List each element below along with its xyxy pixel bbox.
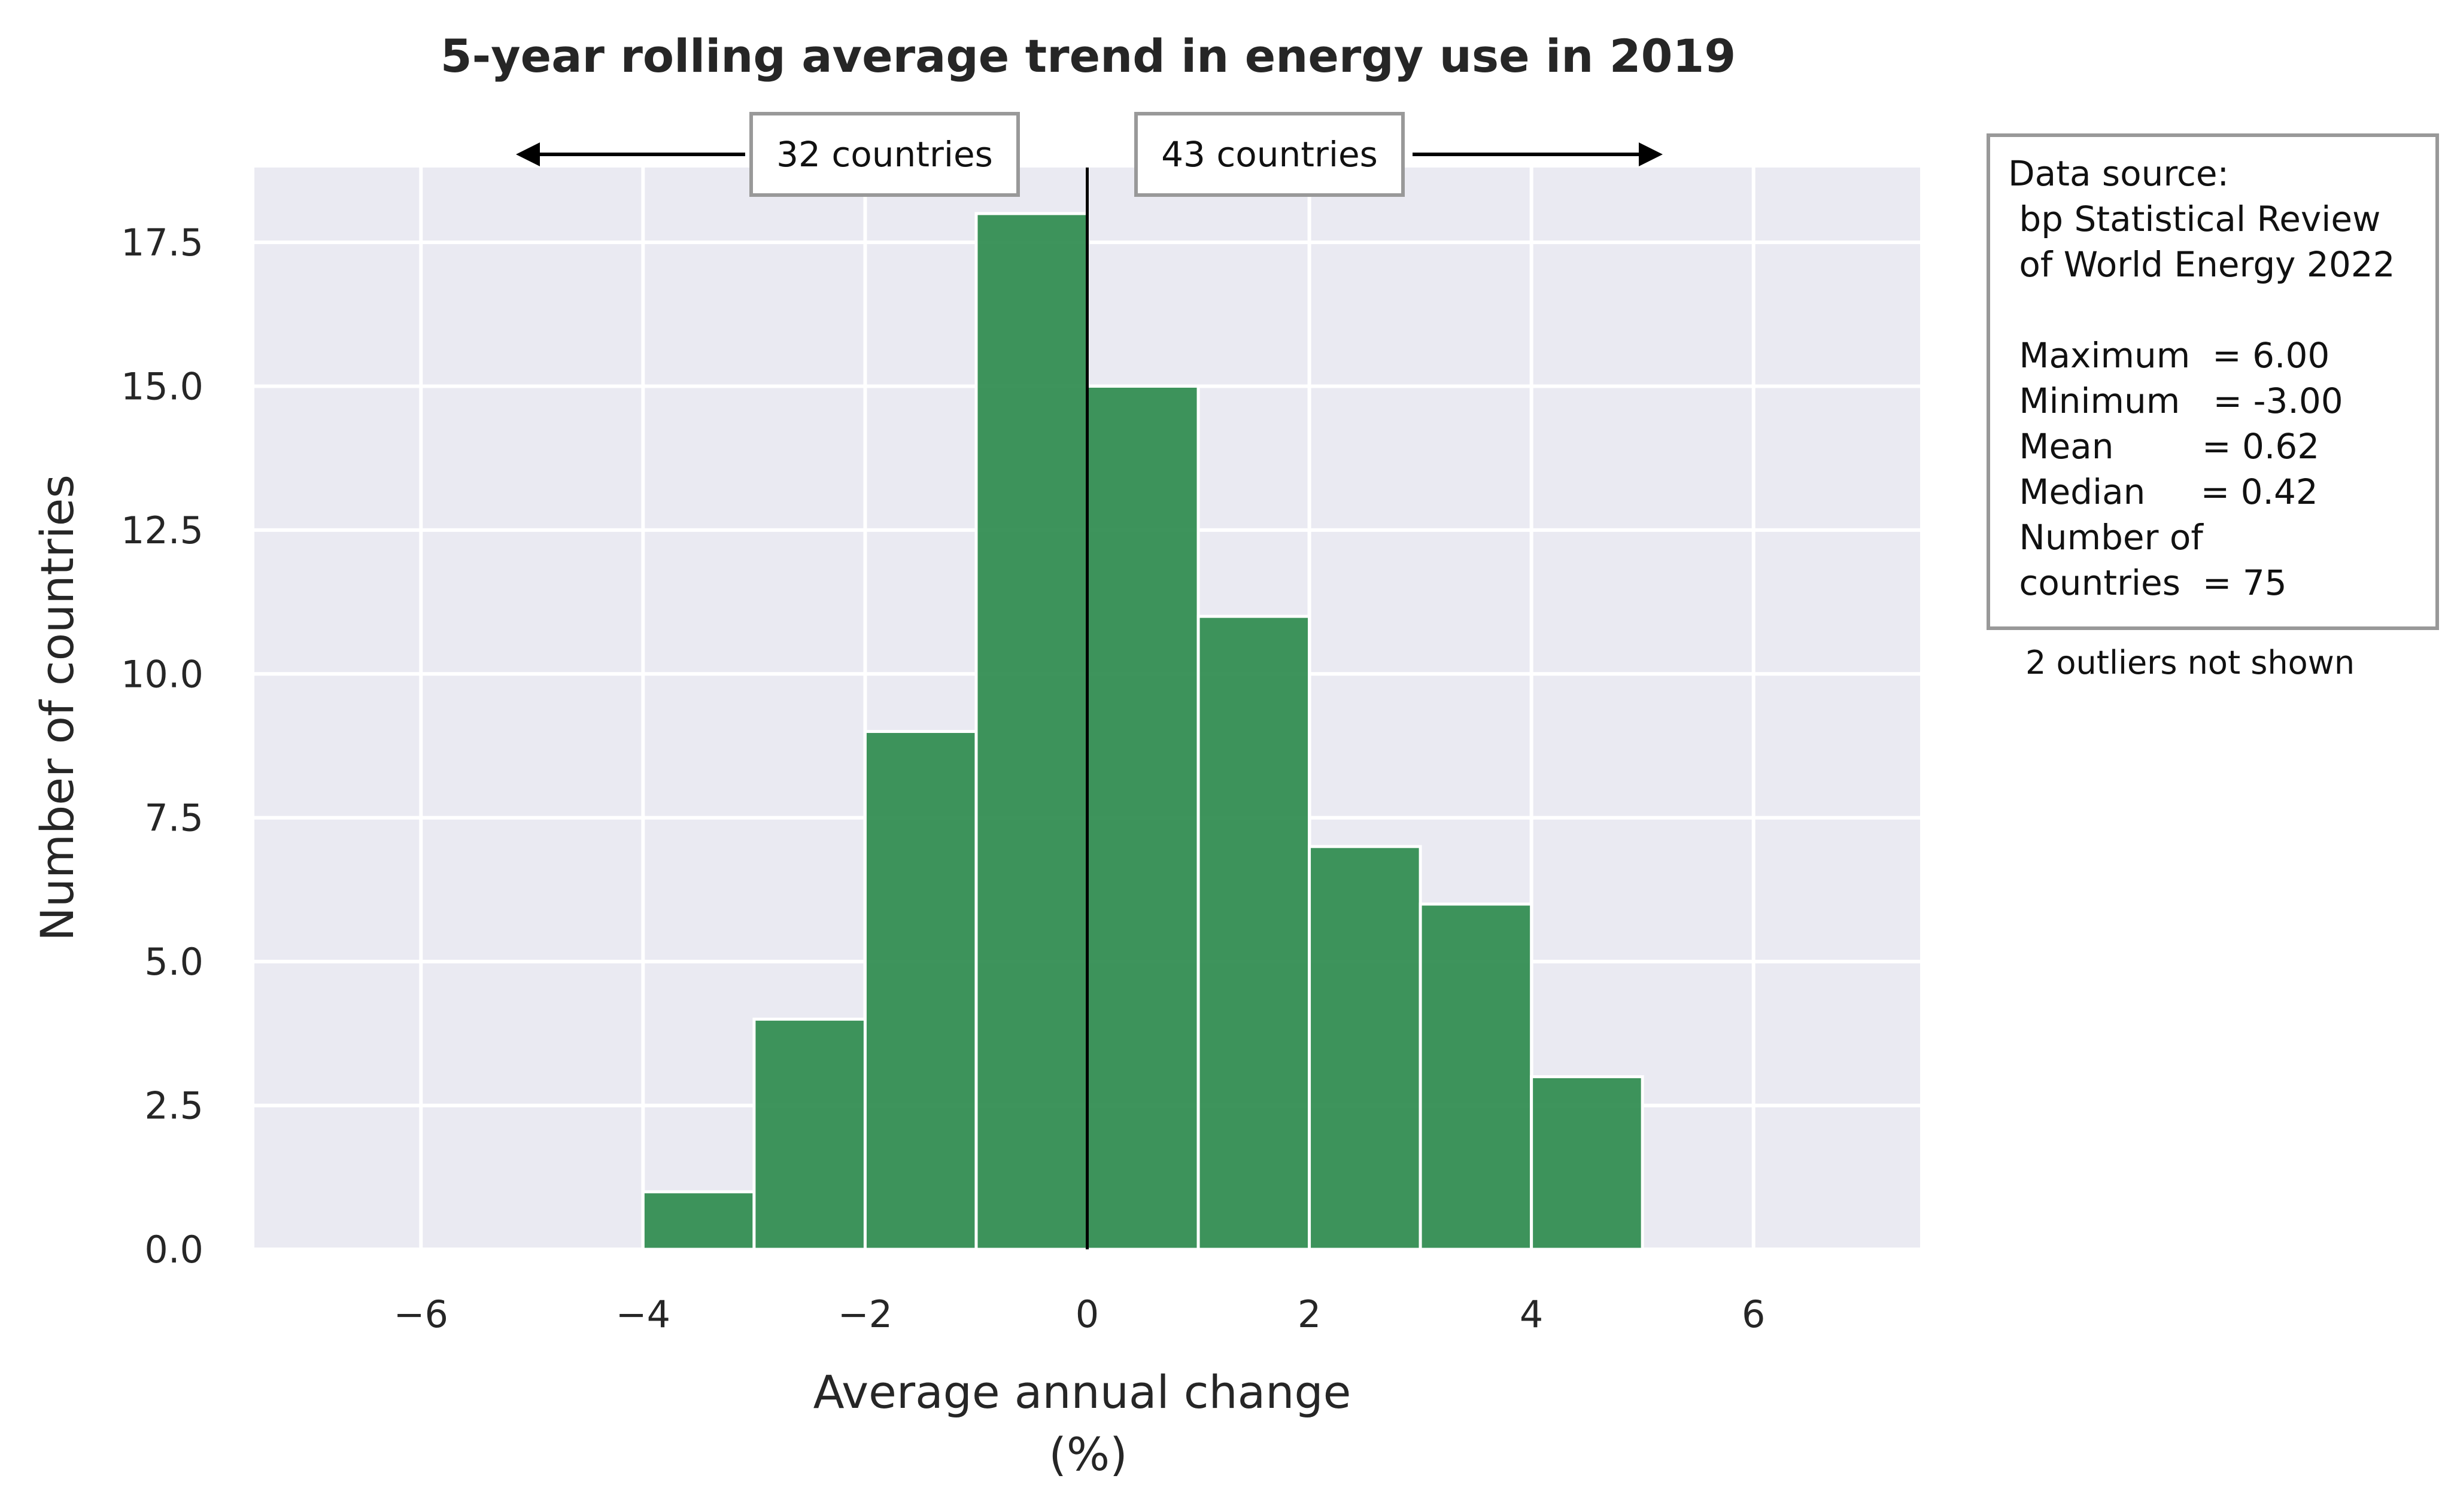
data-source-info-box: Data source: bp Statistical Review of Wo… xyxy=(1987,133,2439,630)
y-tick-label: 2.5 xyxy=(144,1084,204,1128)
right-arrow-head-icon xyxy=(1639,142,1663,166)
histogram-bar xyxy=(641,1190,756,1251)
x-tick-label: −4 xyxy=(616,1292,670,1336)
right-count-box xyxy=(1134,112,1405,197)
x-tick-label: 2 xyxy=(1298,1292,1321,1336)
left-count-annotation: 32 countries xyxy=(516,112,1020,197)
info-line-source-name-1: bp Statistical Review xyxy=(2008,199,2380,239)
info-line-source-name-2: of World Energy 2022 xyxy=(2008,244,2395,285)
histogram-bar xyxy=(1086,384,1200,1251)
y-tick-label: 5.0 xyxy=(144,940,204,984)
y-tick-label: 10.0 xyxy=(121,652,204,696)
info-line-median: Median = 0.42 xyxy=(2008,471,2318,512)
y-axis-label: Number of countries xyxy=(31,474,84,941)
x-tick-label: 4 xyxy=(1520,1292,1543,1336)
y-tick-label: 17.5 xyxy=(121,221,204,264)
x-tick-label: −2 xyxy=(838,1292,892,1336)
info-box-frame xyxy=(1987,133,2439,630)
left-arrow-head-icon xyxy=(516,142,540,166)
info-line-minimum: Minimum = -3.00 xyxy=(2008,381,2343,421)
info-line-mean: Mean = 0.62 xyxy=(2008,426,2319,467)
axis-ticks: −6 −4 −2 0 2 4 6 0.0 2.5 5.0 7.5 10.0 12.5 15.0 17.5 xyxy=(121,221,1765,1336)
chart-title: 5-year rolling average trend in energy u… xyxy=(441,29,1736,83)
histogram-bar xyxy=(1308,845,1422,1251)
right-count-label: 43 countries xyxy=(1161,134,1378,175)
left-count-box xyxy=(749,112,1020,197)
y-tick-label: 12.5 xyxy=(121,509,204,552)
histogram-bar xyxy=(1419,902,1533,1251)
info-line-number-of: Number of xyxy=(2008,517,2204,558)
histogram-bar xyxy=(974,212,1089,1251)
info-line-data-source: Data source: xyxy=(2008,153,2229,194)
x-tick-label: 6 xyxy=(1742,1292,1765,1336)
histogram-bar xyxy=(1196,614,1311,1251)
y-tick-label: 7.5 xyxy=(144,796,204,840)
info-line-countries: countries = 75 xyxy=(2008,562,2287,603)
histogram-bar xyxy=(1530,1075,1644,1251)
x-tick-label: −6 xyxy=(394,1292,448,1336)
outliers-note: 2 outliers not shown xyxy=(2025,644,2355,682)
x-axis-label: Average annual change xyxy=(813,1365,1351,1419)
x-tick-label: 0 xyxy=(1076,1292,1099,1336)
histogram-bar xyxy=(752,1017,867,1251)
histogram-bars xyxy=(641,212,1644,1251)
info-line-maximum: Maximum = 6.00 xyxy=(2008,335,2329,376)
x-axis-unit-label: (%) xyxy=(1049,1428,1128,1481)
y-tick-label: 15.0 xyxy=(121,364,204,408)
histogram-bar xyxy=(863,729,978,1251)
left-count-label: 32 countries xyxy=(776,134,993,175)
right-count-annotation: 43 countries xyxy=(1134,112,1663,197)
y-tick-label: 0.0 xyxy=(144,1228,204,1271)
